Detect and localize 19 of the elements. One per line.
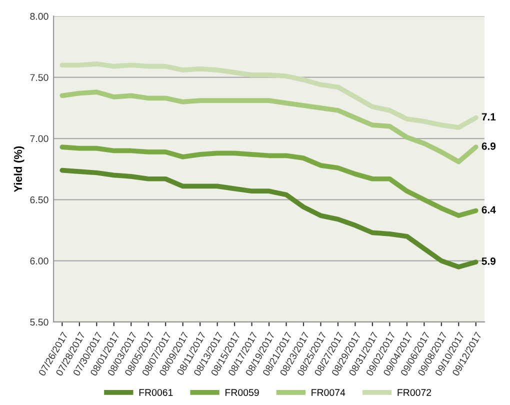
y-tick-label: 6.50 bbox=[30, 196, 48, 204]
line-series bbox=[60, 61, 478, 130]
y-tick-label: 6.00 bbox=[30, 258, 48, 264]
annotation: 6.9 bbox=[482, 142, 496, 150]
y-axis-title: Yield (%) bbox=[14, 146, 24, 192]
line-series bbox=[60, 168, 478, 270]
line-series bbox=[60, 90, 478, 164]
y-tick-label: 7.50 bbox=[30, 74, 48, 81]
annotation: 7.1 bbox=[482, 113, 496, 120]
legend-label: FR0074 bbox=[312, 389, 346, 396]
legend-label: FR0061 bbox=[139, 389, 173, 396]
y-tick-label: 8.00 bbox=[30, 12, 48, 20]
y-tick-label: 5.50 bbox=[30, 318, 48, 326]
legend-label: FR0072 bbox=[398, 389, 432, 396]
annotation: 5.9 bbox=[482, 257, 496, 265]
annotation: 6.4 bbox=[482, 206, 496, 214]
y-tick-label: 7.00 bbox=[30, 135, 48, 142]
legend-label: FR0059 bbox=[226, 389, 259, 396]
line-series bbox=[60, 144, 478, 218]
